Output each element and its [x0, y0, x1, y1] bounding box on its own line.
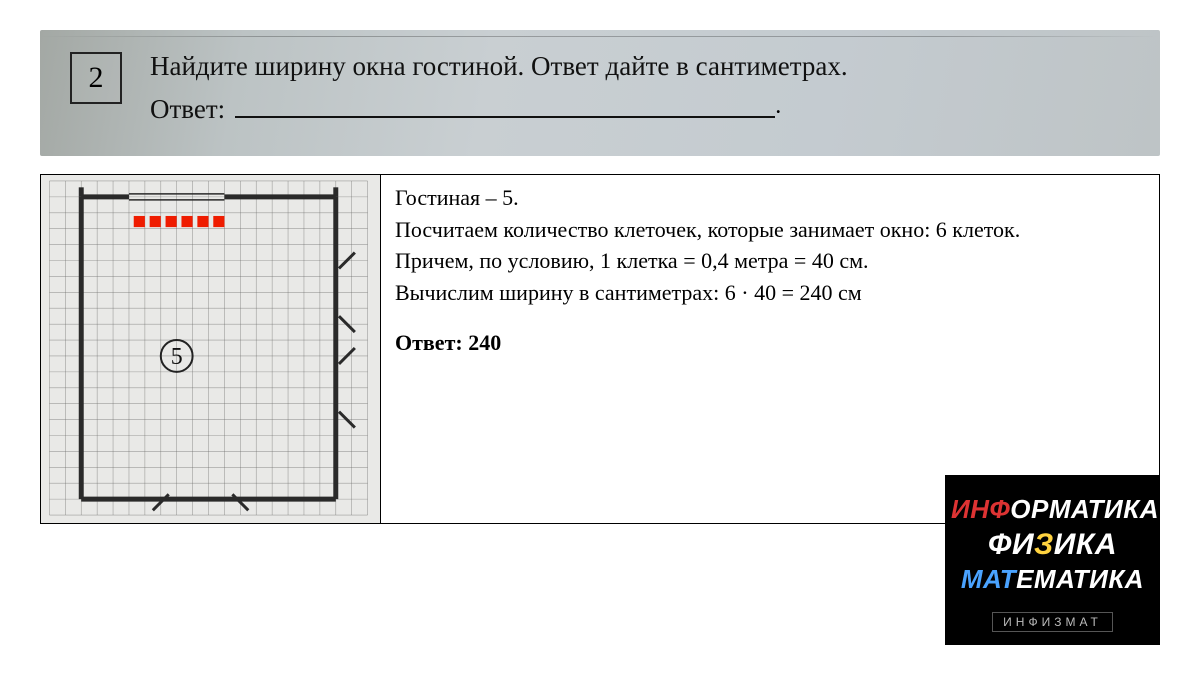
logo-row-3: МАТЕМАТИКА	[951, 563, 1154, 596]
answer-label: Ответ:	[150, 94, 225, 125]
solution-line: Причем, по условию, 1 клетка = 0,4 метра…	[395, 246, 1145, 276]
question-text-wrap: Найдите ширину окна гостиной. Ответ дайт…	[150, 48, 1130, 125]
question-number-box: 2	[70, 52, 122, 104]
logo-part: З	[1034, 528, 1054, 561]
logo-part: ФИ	[988, 528, 1034, 561]
question-number: 2	[89, 61, 104, 95]
logo-part: ИКА	[1054, 528, 1117, 561]
logo-row-1: ИНФОРМАТИКА	[951, 493, 1154, 526]
answer-dot: .	[775, 93, 781, 120]
logo-part: ЕМАТИКА	[1016, 564, 1144, 594]
explanation-cell: Гостиная – 5. Посчитаем количество клето…	[381, 175, 1159, 523]
question-strip: 2 Найдите ширину окна гостиной. Ответ да…	[40, 30, 1160, 156]
solution-line: Гостиная – 5.	[395, 183, 1145, 213]
diagram-cell: 5	[41, 175, 381, 523]
logo-part: МАТ	[961, 564, 1016, 594]
logo-tagline: ИНФИЗМАТ	[992, 612, 1113, 632]
question-text: Найдите ширину окна гостиной. Ответ дайт…	[150, 48, 1130, 84]
logo-part: ОРМАТИКА	[1010, 494, 1159, 524]
solution-line: Вычислим ширину в сантиметрах: 6 · 40 = …	[395, 278, 1145, 308]
logo-row-2: ФИЗИКА	[951, 526, 1154, 564]
floorplan-diagram: 5	[41, 175, 380, 523]
logo-part: ИНФ	[951, 494, 1010, 524]
channel-logo: ИНФОРМАТИКА ФИЗИКА МАТЕМАТИКА ИНФИЗМАТ	[945, 475, 1160, 645]
answer-blank-line: .	[235, 98, 775, 118]
svg-text:5: 5	[171, 344, 183, 370]
solution-line: Посчитаем количество клеточек, которые з…	[395, 215, 1145, 245]
page-root: 2 Найдите ширину окна гостиной. Ответ да…	[0, 0, 1200, 675]
solution-answer: Ответ: 240	[395, 328, 1145, 358]
answer-blank-row: Ответ: .	[150, 94, 1130, 125]
solution-table: 5 Гостиная – 5. Посчитаем количество кле…	[40, 174, 1160, 524]
